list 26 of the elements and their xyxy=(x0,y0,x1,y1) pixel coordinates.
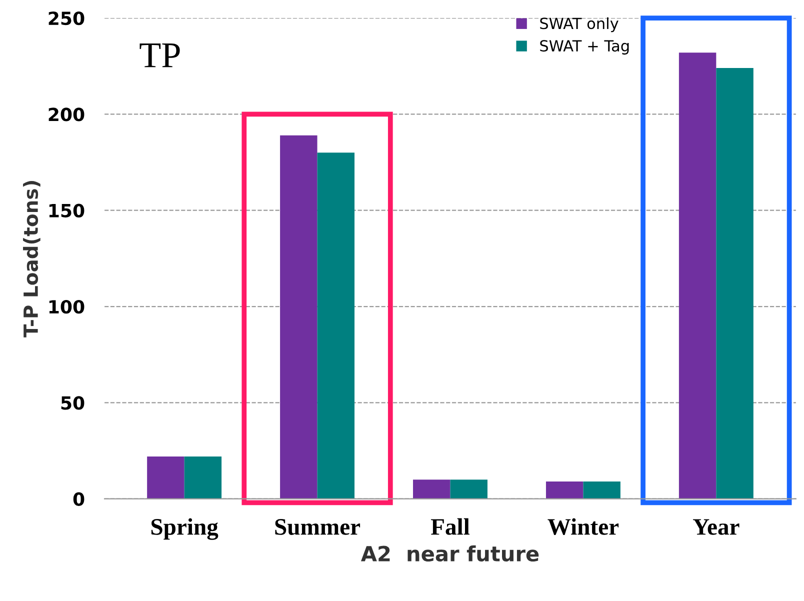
y-tick-label: 0 xyxy=(73,492,84,506)
bar xyxy=(546,482,584,499)
legend-label: SWAT only xyxy=(540,17,618,32)
y-tick-label: 150 xyxy=(49,204,84,218)
bar xyxy=(147,456,184,499)
bar xyxy=(280,135,318,499)
y-tick-label: 50 xyxy=(61,396,84,410)
y-axis-title: T-P Load(tons) xyxy=(23,181,40,338)
x-axis-title: A2 near future xyxy=(360,545,539,562)
annotation: TP xyxy=(140,43,180,68)
y-tick-label: 200 xyxy=(48,108,84,122)
bar xyxy=(583,482,620,499)
bar xyxy=(413,480,450,499)
x-tick-label: Spring xyxy=(151,518,218,540)
bar xyxy=(678,52,716,499)
bar xyxy=(450,480,488,499)
y-tick-label: 100 xyxy=(49,300,84,314)
bar xyxy=(716,68,754,499)
x-tick-label: Fall xyxy=(430,518,470,535)
x-tick-label: Year xyxy=(693,519,740,535)
legend-label: SWAT + Tag xyxy=(540,40,629,55)
bar xyxy=(317,152,354,499)
x-tick-label: Summer xyxy=(275,519,360,535)
y-tick-label: 250 xyxy=(48,11,84,26)
x-tick-label: Winter xyxy=(548,518,619,536)
bar xyxy=(184,456,222,499)
